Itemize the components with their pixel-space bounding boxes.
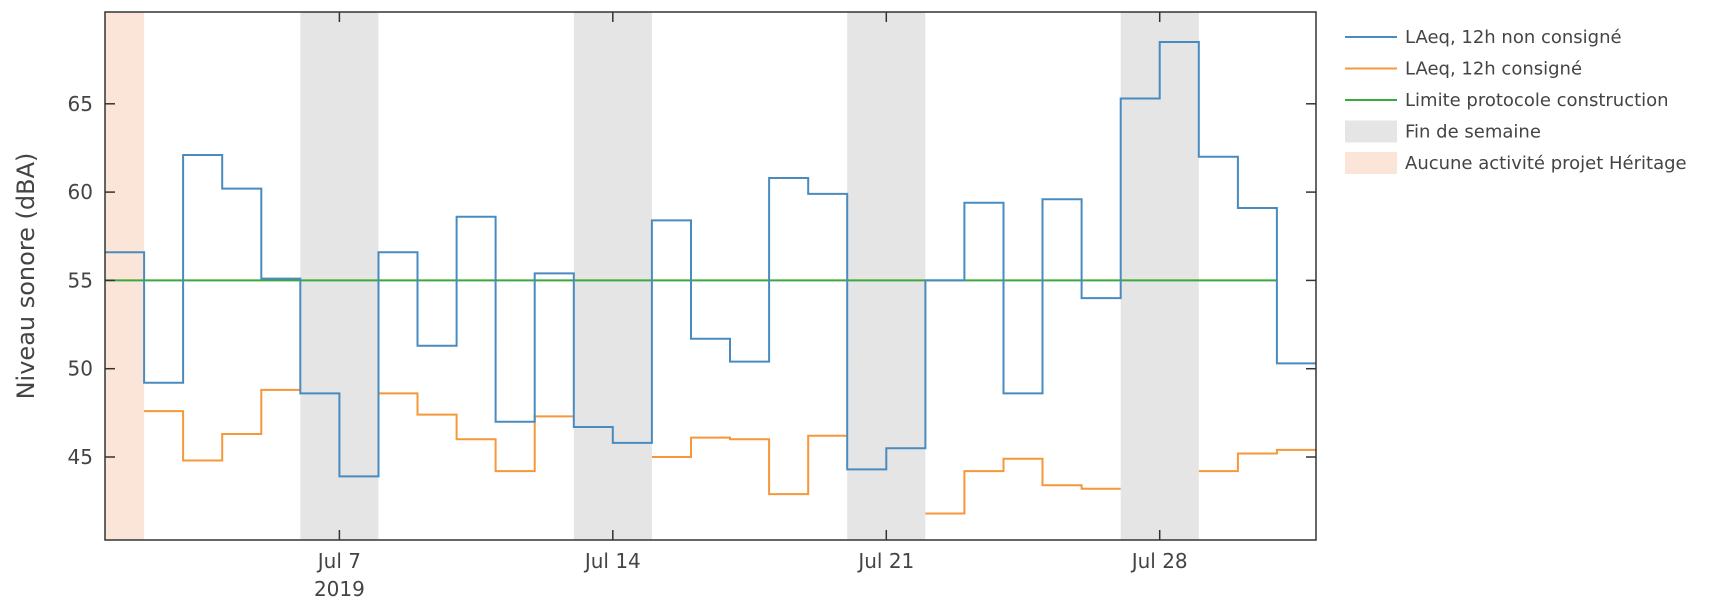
shaded-regions <box>105 12 1199 540</box>
y-axis-title: Niveau sonore (dBA) <box>12 153 40 400</box>
legend-label-4: Fin de semaine <box>1405 122 1541 143</box>
legend-label-3: Limite protocole construction <box>1405 90 1669 111</box>
weekend-band-4 <box>1120 12 1199 540</box>
legend-swatch-4 <box>1345 120 1397 143</box>
consigne-series-line-4 <box>925 457 1121 515</box>
consigne-series-line-1 <box>144 388 301 462</box>
x-tick-label-4: Jul 28 <box>1130 549 1188 573</box>
x-tick-label-1: Jul 7 <box>316 549 361 573</box>
y-tick-label-50: 50 <box>68 357 93 381</box>
no-activity-band-1 <box>105 12 145 540</box>
consigne-series-line-5 <box>1198 448 1316 473</box>
legend: LAeq, 12h non consigné LAeq, 12h consigné… <box>1345 27 1687 174</box>
x-tick-year-label: 2019 <box>314 577 365 600</box>
series-lines <box>105 41 1316 515</box>
consigne-series-line-3 <box>651 434 848 496</box>
weekend-band-2 <box>573 12 652 540</box>
axis-ticks: 45 50 55 60 65 Jul 7 2019 Jul 14 Jul 21 Jul 28 <box>68 12 1316 600</box>
legend-label-5: Aucune activité projet Héritage <box>1405 153 1687 174</box>
legend-label-2: LAeq, 12h consigné <box>1405 59 1582 80</box>
x-tick-label-2: Jul 14 <box>583 549 641 573</box>
x-tick-label-3: Jul 21 <box>856 549 914 573</box>
y-tick-label-60: 60 <box>68 180 93 204</box>
legend-swatch-5 <box>1345 152 1397 174</box>
consigne-series-line-2 <box>378 392 574 473</box>
non-consigne-series-line <box>105 41 1316 478</box>
legend-label-1: LAeq, 12h non consigné <box>1405 27 1622 48</box>
y-tick-label-45: 45 <box>68 445 93 469</box>
y-tick-label-65: 65 <box>68 92 93 116</box>
y-tick-label-55: 55 <box>68 268 93 292</box>
plot-area-frame <box>104 11 1317 541</box>
